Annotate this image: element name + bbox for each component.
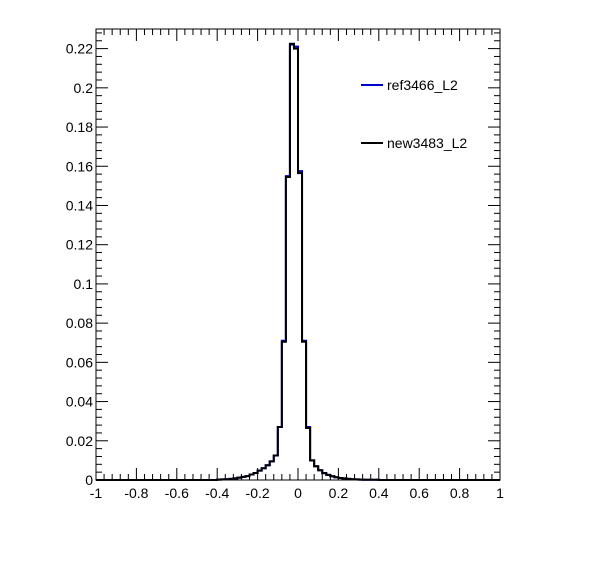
y-tick-label: 0.02 [66, 433, 93, 449]
x-tick-label: 1 [496, 485, 504, 501]
x-tick-label: -0.2 [246, 485, 270, 501]
x-tick-label: 0.6 [409, 485, 429, 501]
y-tick-label: 0.08 [66, 315, 93, 331]
y-tick-label: 0.06 [66, 354, 93, 370]
y-tick-label: 0.14 [66, 197, 93, 213]
x-tick-label: 0 [294, 485, 302, 501]
y-tick-label: 0.1 [74, 276, 94, 292]
plot-frame [95, 28, 501, 481]
y-tick-label: 0 [85, 472, 93, 488]
legend-label-new: new3483_L2 [387, 135, 467, 151]
x-axis: -1 -0.8 -0.6 -0.4 -0.2 0 0.2 0.4 0.6 0.8 1 [90, 29, 504, 501]
y-tick-label: 0.22 [66, 41, 93, 57]
x-tick-label: 0.8 [450, 485, 470, 501]
legend-label-ref: ref3466_L2 [387, 77, 458, 93]
x-tick-label: -0.4 [205, 485, 229, 501]
x-tick-label: -0.8 [124, 485, 148, 501]
x-tick-label: -0.6 [165, 485, 189, 501]
y-tick-label: 0.16 [66, 158, 93, 174]
y-tick-label: 0.2 [74, 80, 94, 96]
y-tick-label: 0.18 [66, 119, 93, 135]
x-tick-label: -1 [90, 485, 103, 501]
legend: ref3466_L2 new3483_L2 [361, 77, 467, 151]
x-tick-label: 0.4 [369, 485, 389, 501]
x-tick-label: 0.2 [329, 485, 349, 501]
y-axis: 0 0.02 0.04 0.06 0.08 0.1 0.12 0.14 0.16 0.18 0.2 0… [66, 32, 500, 488]
y-tick-label: 0.12 [66, 237, 93, 253]
y-tick-label: 0.04 [66, 394, 93, 410]
